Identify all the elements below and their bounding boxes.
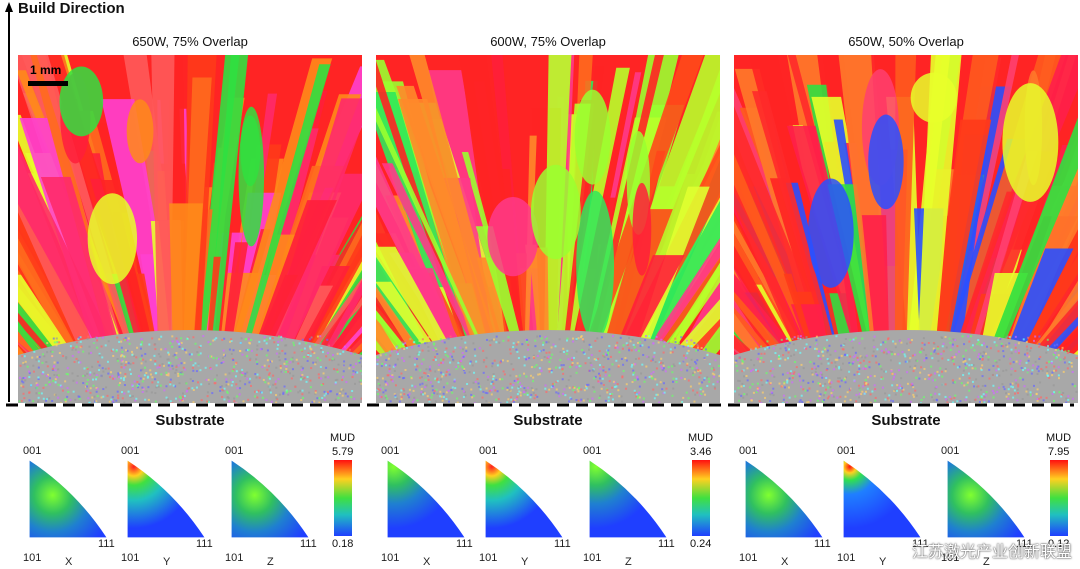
scale-bar — [28, 81, 68, 86]
ipf-corner-111: 111 — [912, 538, 929, 550]
ipf-corner-101: 101 — [837, 552, 856, 564]
build-direction-label: Build Direction — [18, 0, 125, 17]
ipf-corner-111: 111 — [98, 538, 115, 550]
mud-min-value: 0.18 — [332, 538, 354, 550]
ipf-corner-001: 001 — [23, 445, 42, 457]
mud-colorbar — [334, 460, 352, 536]
mud-min-value: 0.24 — [690, 538, 712, 550]
ipf-triangle-x — [745, 460, 823, 538]
ipf-triangle-z — [947, 460, 1025, 538]
ipf-triangle-y — [127, 460, 205, 538]
ipf-corner-101: 101 — [941, 552, 960, 564]
ipf-axis-label: Z — [267, 556, 274, 568]
panel-1-title: 650W, 75% Overlap — [132, 34, 248, 49]
mud-colorbar — [692, 460, 710, 536]
ipf-axis-label: X — [781, 556, 789, 568]
ipf-corner-001: 001 — [121, 445, 140, 457]
mud-title: MUD — [1046, 432, 1072, 444]
substrate-dashed-line — [6, 403, 1074, 407]
ipf-triangle-y — [485, 460, 563, 538]
mud-max-value: 5.79 — [332, 446, 354, 458]
ebsd-map-1 — [18, 55, 362, 403]
mud-title: MUD — [330, 432, 356, 444]
ipf-corner-101: 101 — [381, 552, 400, 564]
ipf-corner-111: 111 — [814, 538, 831, 550]
ipf-axis-label: Y — [521, 556, 529, 568]
ipf-corner-101: 101 — [479, 552, 498, 564]
ebsd-map-2 — [376, 55, 720, 403]
panel-3-title: 650W, 50% Overlap — [848, 34, 964, 49]
ipf-corner-101: 101 — [225, 552, 244, 564]
watermark-text: 江苏激光产业创新联盟 — [911, 542, 1072, 561]
ipf-corner-111: 111 — [658, 538, 675, 550]
ipf-corner-101: 101 — [583, 552, 602, 564]
ipf-axis-label: Y — [879, 556, 887, 568]
ipf-axis-label: Y — [163, 556, 171, 568]
ipf-corner-111: 111 — [554, 538, 571, 550]
ipf-corner-111: 111 — [300, 538, 317, 550]
ipf-corner-001: 001 — [739, 445, 758, 457]
scale-bar-label: 1 mm — [30, 63, 62, 77]
ipf-axis-label: X — [65, 556, 73, 568]
ipf-triangle-x — [387, 460, 465, 538]
ipf-triangle-x — [29, 460, 107, 538]
ipf-axis-label: Z — [983, 556, 990, 568]
mud-colorbar — [1050, 460, 1068, 536]
ebsd-map-3 — [734, 55, 1078, 403]
ipf-axis-label: X — [423, 556, 431, 568]
ipf-corner-101: 101 — [121, 552, 140, 564]
ipf-corner-001: 001 — [837, 445, 856, 457]
ipf-corner-111: 111 — [456, 538, 473, 550]
build-direction-arrow — [5, 2, 13, 402]
mud-title: MUD — [688, 432, 714, 444]
mud-max-value: 3.46 — [690, 446, 712, 458]
ipf-corner-001: 001 — [225, 445, 244, 457]
substrate-label-2: Substrate — [513, 412, 583, 429]
ipf-corner-111: 111 — [1016, 538, 1033, 550]
substrate-label-3: Substrate — [871, 412, 941, 429]
mud-max-value: 7.95 — [1048, 446, 1070, 458]
ipf-axis-label: Z — [625, 556, 632, 568]
ipf-triangle-y — [843, 460, 921, 538]
panel-2-title: 600W, 75% Overlap — [490, 34, 606, 49]
ipf-corner-001: 001 — [941, 445, 960, 457]
ipf-corner-101: 101 — [739, 552, 758, 564]
ipf-triangle-z — [231, 460, 309, 538]
ipf-corner-101: 101 — [23, 552, 42, 564]
ipf-corner-001: 001 — [381, 445, 400, 457]
ipf-corner-001: 001 — [583, 445, 602, 457]
mud-min-value: 0.12 — [1048, 538, 1070, 550]
substrate-label-1: Substrate — [155, 412, 225, 429]
ipf-triangle-z — [589, 460, 667, 538]
ipf-corner-111: 111 — [196, 538, 213, 550]
ipf-corner-001: 001 — [479, 445, 498, 457]
